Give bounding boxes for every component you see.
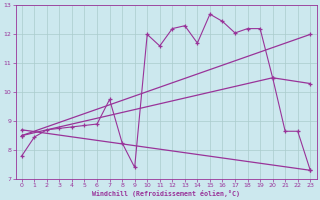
X-axis label: Windchill (Refroidissement éolien,°C): Windchill (Refroidissement éolien,°C) [92, 190, 240, 197]
